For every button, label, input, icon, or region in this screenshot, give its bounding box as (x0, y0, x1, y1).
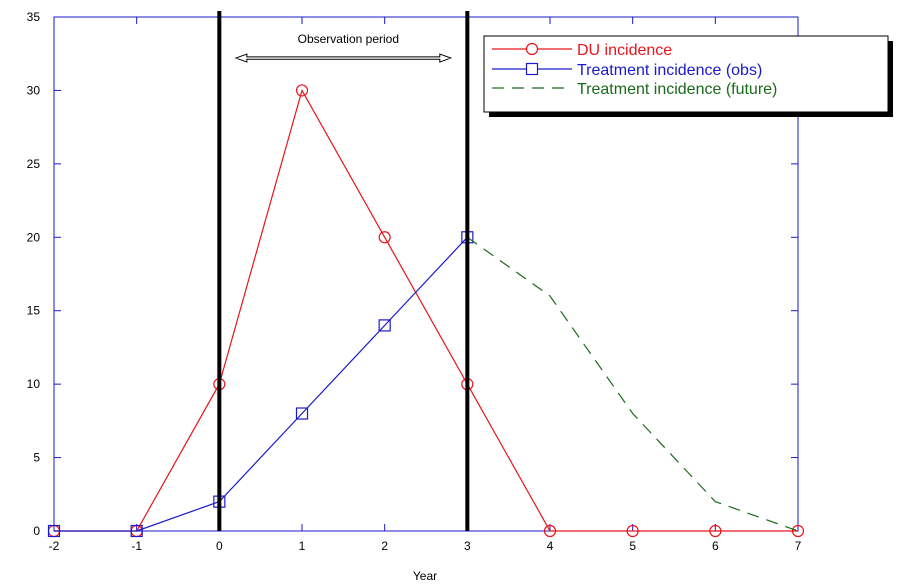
y-tick-label: 30 (27, 83, 41, 97)
data-point-circle (791, 524, 805, 538)
data-point-circle (709, 524, 722, 538)
x-tick-label: 5 (629, 539, 636, 553)
x-tick-label: 3 (464, 539, 471, 553)
data-point-square (130, 524, 143, 538)
x-axis-title: Year (413, 569, 437, 583)
legend-label: Treatment incidence (obs) (577, 62, 762, 79)
series-line-2 (54, 236, 468, 532)
x-tick-label: 4 (547, 539, 554, 553)
y-tick-label: 25 (27, 157, 41, 171)
data-point-square (295, 407, 309, 420)
y-tick-label: 5 (33, 451, 40, 465)
x-tick-label: -2 (49, 539, 60, 553)
data-point-circle (626, 524, 639, 538)
legend-marker-circle (525, 42, 539, 56)
plot-frame (53, 16, 799, 532)
x-tick-label: 6 (712, 539, 719, 553)
series-line-3 (466, 236, 799, 532)
x-tick-label: 2 (381, 539, 388, 553)
x-tick-label: 1 (299, 539, 306, 553)
data-point-square (378, 319, 391, 332)
y-tick-label: 10 (27, 377, 41, 391)
x-tick-label: -1 (131, 539, 142, 553)
data-point-square (47, 524, 61, 538)
x-tick-label: 0 (216, 539, 223, 553)
y-tick-label: 20 (27, 230, 41, 244)
data-point-circle (295, 84, 309, 97)
annotation-double-arrow (234, 53, 453, 63)
data-point-circle (543, 524, 557, 538)
series-line-1 (54, 88, 798, 532)
legend-label: Treatment incidence (future) (577, 81, 777, 98)
legend-box (483, 35, 889, 113)
data-point-circle (378, 231, 391, 244)
y-tick-label: 15 (27, 304, 41, 318)
y-tick-label: 35 (27, 10, 41, 24)
y-tick-label: 0 (33, 524, 40, 538)
annotation-observation-period: Observation period (298, 32, 399, 46)
legend-label: DU incidence (577, 42, 672, 59)
x-tick-label: 7 (795, 539, 802, 553)
legend-marker-square (525, 62, 539, 76)
